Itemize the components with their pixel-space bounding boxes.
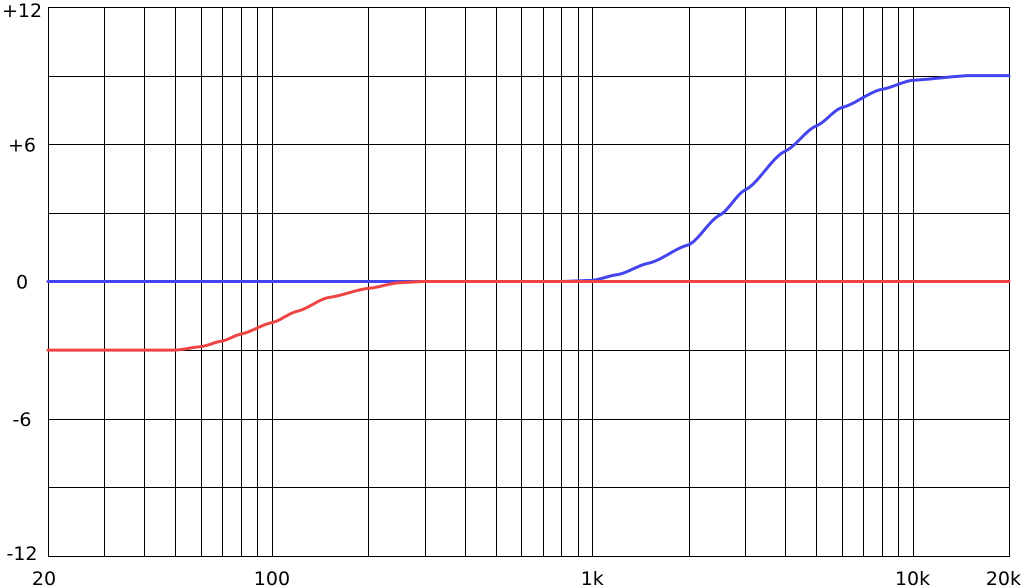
y-axis-tick-labels: +12 +6 0 -6 -12 xyxy=(2,0,42,565)
response-curve-1 xyxy=(46,74,1011,283)
y-tick-label: +6 xyxy=(8,134,36,156)
x-tick-label: 20 xyxy=(32,568,56,587)
y-tick-label: -6 xyxy=(13,409,32,431)
x-tick-label: 100 xyxy=(254,568,290,587)
x-tick-label: 10k xyxy=(895,568,930,587)
y-tick-label: -12 xyxy=(6,543,37,565)
response-curves xyxy=(46,74,1011,352)
response-curve-2 xyxy=(46,280,1011,352)
y-tick-label: +12 xyxy=(2,0,42,22)
x-axis-tick-labels: 20 100 1k 10k 20k xyxy=(32,568,1021,587)
x-tick-label: 20k xyxy=(986,568,1021,587)
y-tick-label: 0 xyxy=(16,272,28,294)
x-tick-label: 1k xyxy=(581,568,604,587)
